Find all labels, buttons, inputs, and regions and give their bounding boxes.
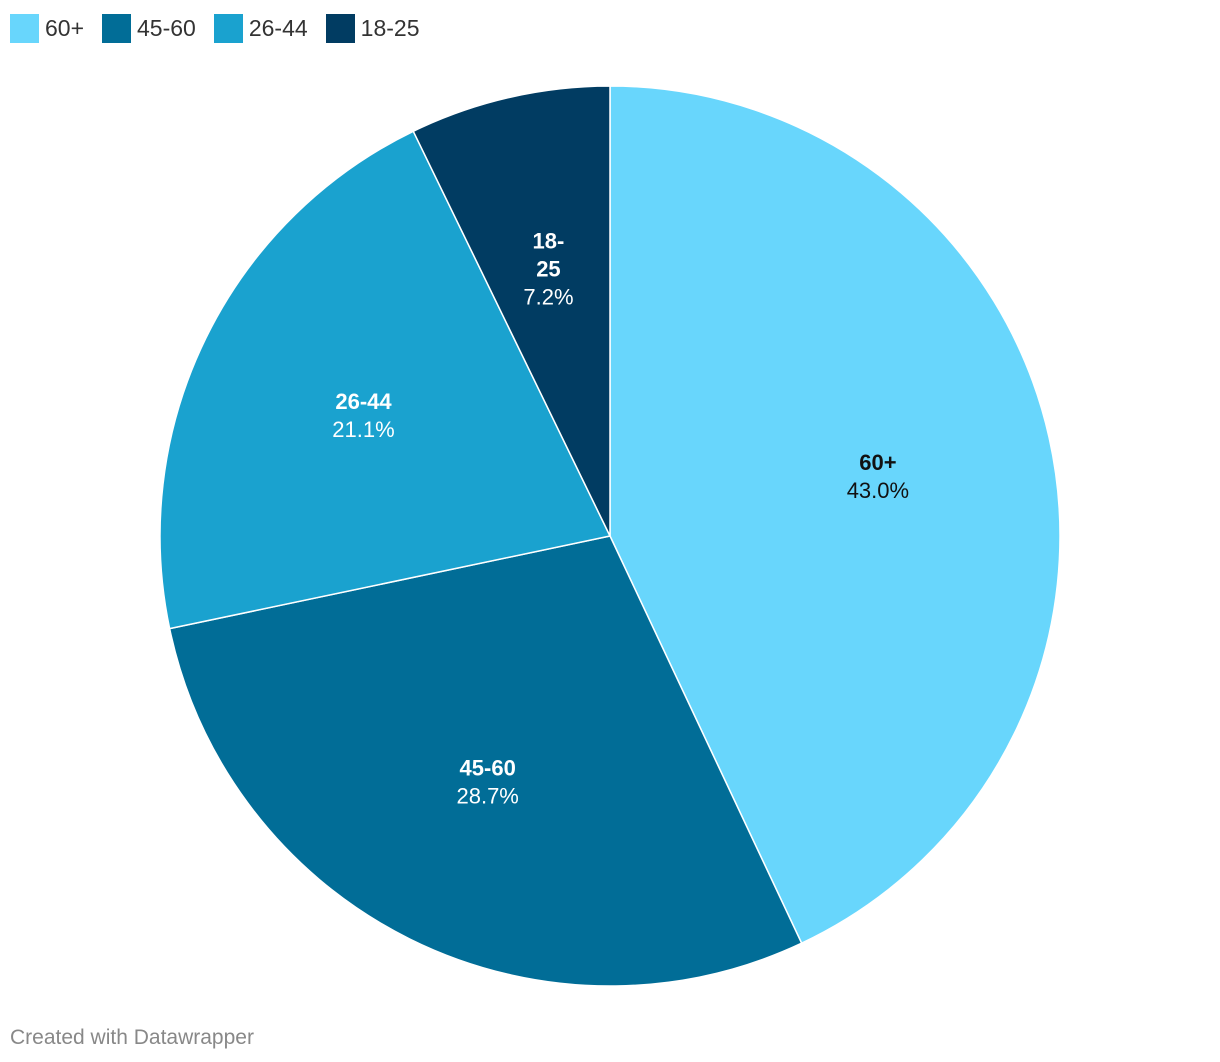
- pie-slice-45-60: [168, 535, 803, 987]
- slice-label-26-44: 26-44 21.1%: [332, 389, 394, 442]
- pie-slice-60-plus: [609, 85, 1061, 945]
- pie-slice-26-44: [159, 130, 612, 630]
- slice-value-18-25: 7.2%: [523, 284, 573, 309]
- slice-name-18-25-line-1: 18-: [533, 228, 565, 253]
- legend-swatch-26-44: [213, 13, 243, 43]
- slice-value-45-60: 28.7%: [456, 784, 518, 809]
- legend: 60+ 45-60 26-44 18-25: [10, 12, 420, 44]
- legend-item-18-25: 18-25: [325, 13, 420, 43]
- legend-label-26-44: 26-44: [248, 14, 308, 41]
- slice-value-60-plus: 43.0%: [847, 478, 909, 503]
- legend-label-45-60: 45-60: [137, 14, 196, 41]
- slice-label-45-60: 45-60 28.7%: [456, 756, 518, 809]
- legend-label-18-25: 18-25: [360, 14, 420, 41]
- legend-item-26-44: 26-44: [213, 13, 308, 43]
- legend-label-60-plus: 60+: [45, 14, 85, 41]
- slice-value-26-44: 21.1%: [332, 417, 394, 442]
- slice-label-60-plus: 60+ 43.0%: [847, 450, 909, 503]
- legend-swatch-45-60: [102, 13, 132, 43]
- slice-label-18-25: 18- 25 7.2%: [523, 228, 573, 309]
- slice-name-18-25-line-2: 25: [536, 256, 560, 281]
- legend-swatch-60-plus: [10, 13, 39, 43]
- legend-swatch-18-25: [325, 13, 355, 43]
- slice-name-26-44: 26-44: [335, 389, 392, 414]
- legend-item-60-plus: 60+: [10, 13, 85, 43]
- legend-item-45-60: 45-60: [102, 13, 196, 43]
- pie-slice-18-25: [412, 85, 611, 537]
- credit-text: Created with Datawrapper: [10, 1026, 254, 1049]
- slice-name-45-60: 45-60: [460, 756, 516, 781]
- slice-name-60-plus: 60+: [859, 450, 896, 475]
